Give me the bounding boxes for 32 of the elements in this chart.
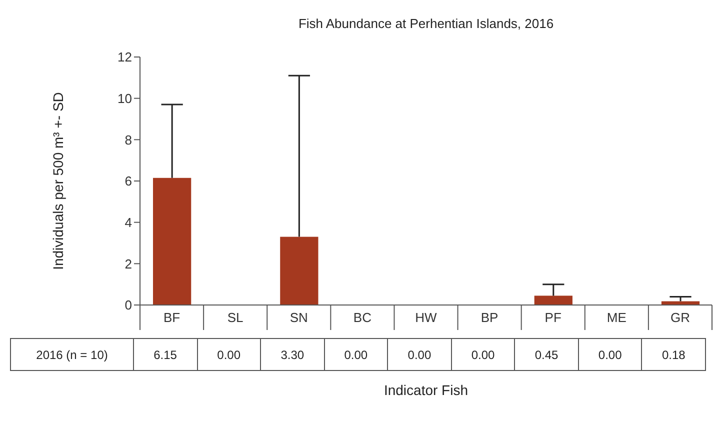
data-label: 0.00 xyxy=(324,338,388,370)
x-tick-label: PF xyxy=(544,310,562,325)
x-axis-title: Indicator Fish xyxy=(382,382,470,398)
y-tick-label: 12 xyxy=(118,50,132,65)
y-tick-label: 8 xyxy=(124,132,132,148)
data-label: 0.00 xyxy=(451,338,515,370)
data-label: 0.00 xyxy=(578,338,642,370)
chart-title: Fish Abundance at Perhentian Islands, 2016 xyxy=(297,16,555,31)
bar xyxy=(534,296,572,305)
y-tick-label: 4 xyxy=(124,214,132,230)
x-tick-label: SL xyxy=(227,310,244,325)
data-label: 0.45 xyxy=(514,338,578,370)
x-tick-label: HW xyxy=(415,310,438,325)
x-tick-label: BF xyxy=(163,310,180,325)
y-tick-label: 0 xyxy=(124,298,132,313)
data-label: 0.18 xyxy=(642,338,706,370)
y-tick-label: 10 xyxy=(118,90,132,106)
text: 2016 (n = 10) xyxy=(10,338,134,370)
y-tick-label: 2 xyxy=(124,256,132,272)
data-label: 0.00 xyxy=(197,338,261,370)
data-label: 3.30 xyxy=(260,338,324,370)
bar xyxy=(280,236,318,305)
data-label: 0.00 xyxy=(388,338,452,370)
y-tick-label: 6 xyxy=(124,174,132,189)
x-tick-label: GR xyxy=(670,310,690,325)
x-tick-label: SN xyxy=(290,310,308,325)
x-tick-label: BC xyxy=(353,310,372,325)
x-tick-label: ME xyxy=(606,310,627,325)
y-axis-title: Individuals per 500 m³ +- SD xyxy=(50,92,66,270)
x-tick-label: BP xyxy=(480,310,498,325)
bar xyxy=(153,178,192,305)
data-label: 6.15 xyxy=(134,338,198,370)
